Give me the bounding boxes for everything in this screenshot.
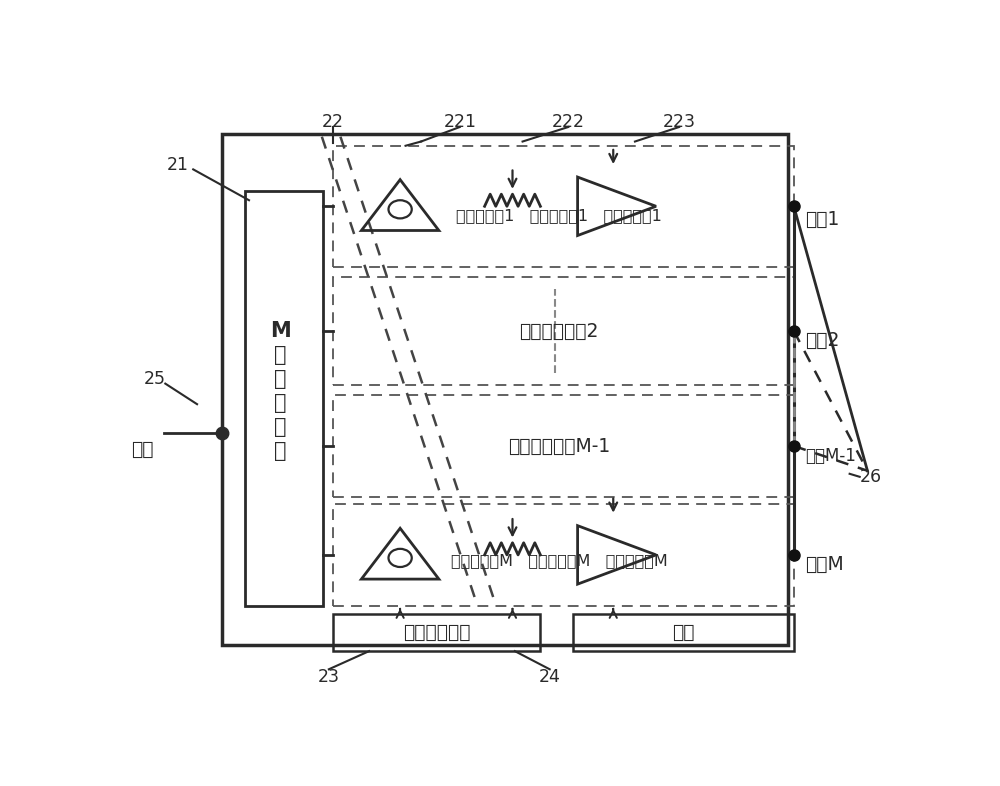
Text: 输出1: 输出1 — [805, 210, 840, 229]
Text: M
路
功
分
网
络: M 路 功 分 网 络 — [270, 321, 290, 461]
Bar — [333, 395, 794, 497]
Bar — [245, 191, 323, 606]
Text: 接口转换电路: 接口转换电路 — [403, 623, 470, 642]
Bar — [333, 504, 794, 606]
Text: 电源: 电源 — [672, 623, 694, 642]
Text: 幅相控制通道M-1: 幅相控制通道M-1 — [508, 437, 610, 456]
Text: 24: 24 — [539, 667, 561, 685]
Text: 输出2: 输出2 — [805, 331, 840, 350]
Bar — [333, 277, 794, 385]
Text: 数控移相器M   数控衰减器M   功率放大器M: 数控移相器M 数控衰减器M 功率放大器M — [451, 553, 667, 567]
Text: 22: 22 — [322, 112, 344, 130]
Text: 数控移相全1   数控衰减全1   功率放大全1: 数控移相全1 数控衰减全1 功率放大全1 — [456, 208, 662, 223]
Text: 26: 26 — [859, 468, 882, 486]
Text: 输入: 输入 — [131, 440, 153, 459]
Bar — [333, 145, 794, 266]
Bar — [222, 134, 788, 645]
Bar — [573, 614, 794, 651]
Bar — [333, 614, 540, 651]
Text: 222: 222 — [552, 112, 585, 130]
Text: 输出M-1: 输出M-1 — [805, 446, 856, 465]
Text: 21: 21 — [167, 156, 189, 174]
Text: 幅相控制通道2: 幅相控制通道2 — [519, 322, 599, 341]
Text: 223: 223 — [663, 112, 696, 130]
Text: 25: 25 — [143, 369, 165, 387]
Text: 输出M: 输出M — [805, 555, 844, 574]
Text: 23: 23 — [318, 667, 340, 685]
Text: 221: 221 — [443, 112, 476, 130]
